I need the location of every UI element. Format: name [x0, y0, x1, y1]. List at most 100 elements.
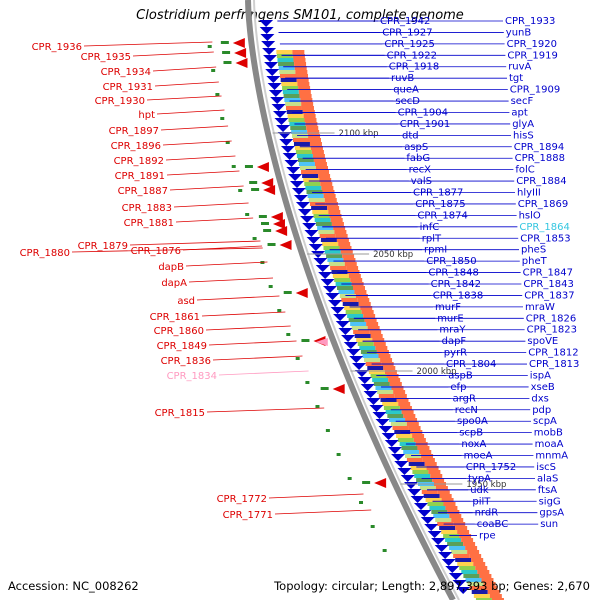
feature-block — [398, 402, 411, 406]
right-gene-label: pdp — [532, 405, 551, 416]
leader-line — [182, 245, 263, 251]
forward-gene-arrow — [320, 279, 335, 286]
feature-block — [331, 222, 344, 226]
feature-block — [449, 546, 466, 550]
feature-block — [306, 190, 323, 194]
gene-tick — [263, 229, 272, 232]
left-gene-label: CPR_1881 — [124, 218, 174, 229]
feature-block — [299, 94, 312, 98]
right-gene-label: CPR_1909 — [510, 85, 560, 96]
right-gene-label: CPR_1894 — [514, 142, 564, 153]
feature-block — [298, 86, 311, 90]
forward-gene-arrow — [448, 573, 463, 580]
gene-tick — [220, 41, 229, 44]
feature-block — [405, 418, 418, 422]
forward-gene-arrow — [268, 90, 283, 97]
left-gene-label: CPR_1879 — [78, 241, 128, 252]
feature-block — [322, 242, 339, 246]
feature-block — [457, 530, 470, 534]
right-gene-label: infC — [420, 222, 440, 233]
feature-block — [419, 450, 432, 454]
feature-block — [294, 66, 307, 70]
feature-block — [373, 342, 386, 346]
right-gene-label: CPR_1842 — [431, 279, 481, 290]
feature-block — [338, 290, 355, 294]
feature-block — [387, 414, 404, 418]
right-gene-label: iscS — [536, 462, 556, 473]
feature-block — [296, 78, 309, 82]
forward-gene-arrow — [341, 335, 356, 342]
feature-block — [410, 430, 423, 434]
forward-gene-arrow — [352, 363, 367, 370]
forward-gene-arrow — [280, 146, 295, 153]
gene-tick — [336, 453, 341, 456]
left-gene-label: CPR_1860 — [154, 326, 204, 337]
feature-block — [367, 366, 384, 370]
right-gene-label: argR — [453, 393, 476, 404]
feature-block — [432, 478, 445, 482]
leader-line — [71, 247, 263, 253]
feature-block — [405, 454, 422, 458]
right-gene-label: CPR_1853 — [520, 233, 570, 244]
leader-line — [169, 185, 244, 191]
feature-block — [355, 294, 368, 298]
right-gene-label: aspB — [448, 370, 473, 381]
feature-block — [334, 230, 347, 234]
feature-block — [429, 506, 446, 510]
forward-gene-arrow — [288, 174, 303, 181]
feature-block — [291, 130, 308, 134]
feature-block — [292, 134, 309, 138]
forward-gene-arrow — [427, 531, 442, 538]
left-gene-label: CPR_1935 — [81, 52, 131, 63]
feature-block — [282, 90, 299, 94]
feature-block — [282, 86, 299, 90]
gene-tick — [267, 243, 276, 246]
feature-block — [319, 178, 332, 182]
right-gene-label: rplT — [422, 233, 442, 244]
right-gene-label: CPR_1922 — [387, 50, 437, 61]
feature-block — [417, 446, 430, 450]
feature-block — [304, 118, 317, 122]
gene-tick — [286, 333, 291, 336]
feature-block — [311, 150, 324, 154]
feature-block — [430, 474, 443, 478]
feature-block — [314, 162, 327, 166]
feature-block — [281, 82, 298, 86]
feature-block — [314, 218, 331, 222]
left-gene-label: hpt — [138, 110, 155, 121]
right-gene-label: hisS — [513, 130, 534, 141]
feature-block — [351, 326, 368, 330]
right-gene-label: nrdR — [475, 508, 499, 519]
feature-block — [295, 150, 312, 154]
feature-block — [489, 594, 502, 598]
feature-block — [276, 50, 293, 54]
right-gene-label: noxA — [461, 439, 486, 450]
feature-block — [279, 70, 296, 74]
feature-block — [285, 106, 302, 110]
feature-block — [320, 238, 337, 242]
feature-block — [463, 574, 480, 578]
leader-line — [129, 240, 261, 246]
feature-block — [319, 234, 336, 238]
feature-block — [394, 430, 411, 434]
forward-gene-arrow — [372, 412, 387, 419]
forward-gene-arrow — [349, 356, 364, 363]
right-gene-label: CPR_1837 — [524, 290, 574, 301]
gene-tick — [207, 45, 212, 48]
right-gene-label: hslO — [519, 210, 541, 221]
gene-tick — [215, 93, 220, 96]
leader-line — [173, 202, 249, 208]
feature-block — [479, 574, 492, 578]
right-gene-label: CPR_1843 — [523, 279, 573, 290]
leader-line — [166, 170, 240, 176]
feature-block — [317, 170, 330, 174]
feature-block — [309, 138, 322, 142]
gene-tick — [362, 481, 371, 484]
forward-gene-arrow — [291, 188, 306, 195]
feature-block — [471, 590, 488, 594]
feature-block — [360, 306, 373, 310]
left-gene-label: dapB — [158, 262, 184, 273]
right-gene-label: aspS — [404, 142, 428, 153]
feature-block — [356, 338, 373, 342]
